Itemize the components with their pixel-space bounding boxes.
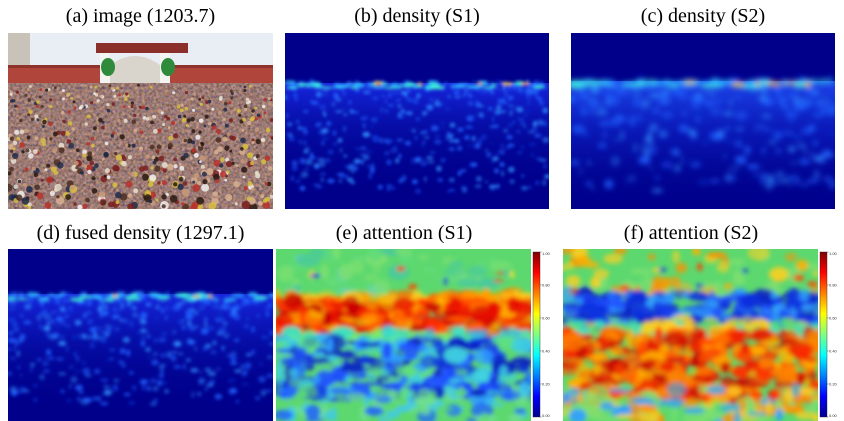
colorbar-gradient [532, 251, 541, 418]
colorbar-tick-label: 0.60 [829, 315, 838, 320]
density-map-s1 [285, 33, 549, 209]
gate-structure [96, 43, 188, 87]
attention-map-s1 [276, 249, 531, 421]
colorbar-attention-s1: 1.00 0.80 0.60 0.40 0.20 0.00 [532, 251, 551, 418]
density-map-s2 [571, 33, 835, 209]
caption-density-s1: (b) density (S1) [354, 5, 480, 27]
caption-fused-density: (d) fused density (1297.1) [36, 222, 245, 244]
colorbar-tick-label: 0.40 [829, 348, 838, 353]
caption-attention-s2: (f) attention (S2) [623, 222, 759, 244]
colorbar-tick-label: 0.40 [542, 348, 551, 353]
colorbar-attention-s2: 1.00 0.80 0.60 0.40 0.20 0.00 [819, 251, 838, 418]
colorbar-tick-label: 0.20 [829, 381, 838, 386]
colorbar-tick-label: 0.80 [829, 282, 838, 287]
colorbar-gradient [819, 251, 828, 418]
colorbar-tick-label: 1.00 [542, 251, 551, 256]
fused-density-map [8, 249, 273, 421]
caption-density-s2: (c) density (S2) [640, 5, 766, 27]
colorbar-tick-label: 0.60 [542, 315, 551, 320]
colorbar-tick-label: 1.00 [829, 251, 838, 256]
colorbar-tick-label: 0.00 [542, 413, 551, 418]
caption-image: (a) image (1203.7) [65, 5, 216, 27]
colorbar-tick-label: 0.00 [829, 413, 838, 418]
colorbar-tick-label: 0.20 [542, 381, 551, 386]
caption-attention-s1: (e) attention (S1) [335, 222, 473, 244]
crowd-color-accents [8, 83, 273, 209]
attention-map-s2 [563, 249, 818, 421]
colorbar-tick-label: 0.80 [542, 282, 551, 287]
crowd-photo [8, 33, 273, 209]
